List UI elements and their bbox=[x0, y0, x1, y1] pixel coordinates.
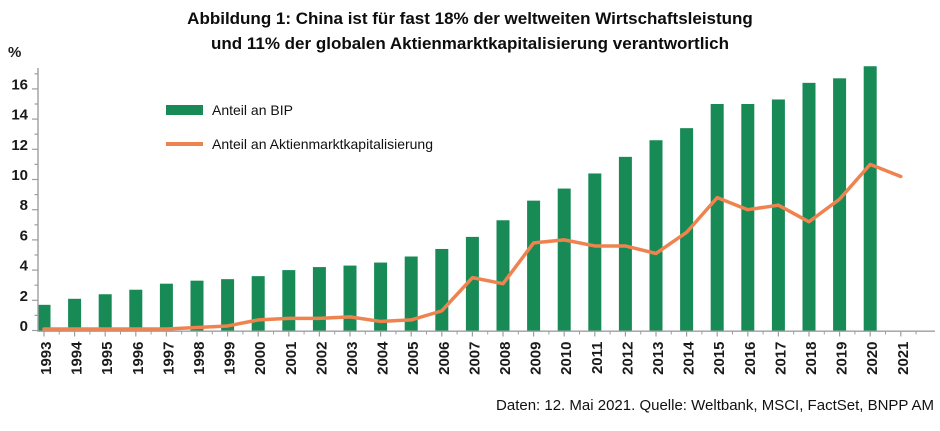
x-tick-label-2012: 2012 bbox=[619, 342, 636, 375]
x-tick-label-2020: 2020 bbox=[864, 342, 881, 375]
x-tick-label-1998: 1998 bbox=[191, 342, 208, 375]
bar-2012 bbox=[618, 156, 632, 331]
x-tick-label-2021: 2021 bbox=[895, 342, 912, 375]
chart-title-line-1: Abbildung 1: China ist für fast 18% der … bbox=[187, 9, 753, 28]
line-swatch-icon bbox=[166, 141, 203, 146]
chart-title-line-2: und 11% der globalen Aktienmarktkapitali… bbox=[210, 34, 729, 53]
bar-swatch-icon bbox=[166, 104, 203, 115]
bar-2008 bbox=[496, 220, 510, 331]
y-tick-label-4: 4 bbox=[20, 258, 29, 275]
x-tick-label-2010: 2010 bbox=[558, 342, 575, 375]
bar-2000 bbox=[251, 276, 265, 331]
bar-2006 bbox=[435, 248, 449, 331]
bar-2020 bbox=[863, 66, 877, 331]
bar-2007 bbox=[465, 236, 479, 331]
x-tick-label-2000: 2000 bbox=[252, 342, 269, 375]
bar-2005 bbox=[404, 256, 418, 331]
x-tick-label-2008: 2008 bbox=[497, 342, 514, 375]
x-tick-label-2013: 2013 bbox=[650, 342, 667, 375]
legend: Anteil an BIP Anteil an Aktienmarktkapit… bbox=[166, 101, 433, 152]
x-tick-label-2015: 2015 bbox=[711, 342, 728, 375]
bar-2003 bbox=[343, 265, 357, 331]
x-tick-label-1999: 1999 bbox=[222, 342, 239, 375]
bar-2009 bbox=[527, 200, 541, 331]
y-tick-label-0: 0 bbox=[20, 318, 28, 335]
aktienmarkt-line bbox=[42, 162, 903, 331]
y-tick-label-16: 16 bbox=[11, 76, 28, 93]
legend-item-aktien: Anteil an Aktienmarktkapitalisierung bbox=[166, 135, 433, 152]
bar-2001 bbox=[282, 270, 296, 331]
x-tick-label-2004: 2004 bbox=[375, 341, 392, 375]
x-tick-label-1994: 1994 bbox=[69, 341, 86, 375]
x-tick-label-2009: 2009 bbox=[528, 342, 545, 375]
x-tick-label-2011: 2011 bbox=[589, 342, 606, 375]
chart-title: Abbildung 1: China ist für fast 18% der … bbox=[0, 6, 940, 56]
x-tick-label-2017: 2017 bbox=[772, 342, 789, 375]
x-tick-label-2005: 2005 bbox=[405, 342, 422, 375]
y-axis-unit-label: % bbox=[8, 44, 22, 61]
x-tick-label-2007: 2007 bbox=[466, 342, 483, 375]
bar-2004 bbox=[374, 262, 388, 331]
x-tick-label-2003: 2003 bbox=[344, 342, 361, 375]
bar-1993 bbox=[37, 304, 51, 331]
x-tick-label-2014: 2014 bbox=[681, 341, 698, 375]
x-tick-label-1997: 1997 bbox=[160, 342, 177, 375]
bar-2014 bbox=[680, 128, 694, 331]
x-tick-label-1995: 1995 bbox=[99, 342, 116, 375]
bar-1998 bbox=[190, 280, 204, 331]
legend-label-aktien: Anteil an Aktienmarktkapitalisierung bbox=[212, 135, 434, 152]
x-tick-label-2019: 2019 bbox=[834, 342, 851, 375]
y-tick-label-10: 10 bbox=[11, 167, 28, 184]
x-tick-label-2016: 2016 bbox=[742, 342, 759, 375]
legend-item-bip: Anteil an BIP bbox=[166, 101, 433, 118]
bar-1999 bbox=[221, 279, 235, 331]
bar-2018 bbox=[802, 82, 816, 331]
x-tick-label-2006: 2006 bbox=[436, 342, 453, 375]
x-tick-label-2018: 2018 bbox=[803, 342, 820, 375]
bar-1996 bbox=[129, 289, 143, 331]
bar-1997 bbox=[159, 283, 173, 331]
legend-label-bip: Anteil an BIP bbox=[212, 101, 293, 118]
bar-2015 bbox=[710, 104, 724, 331]
source-note: Daten: 12. Mai 2021. Quelle: Weltbank, M… bbox=[496, 397, 934, 414]
bar-2016 bbox=[741, 104, 755, 331]
y-tick-label-2: 2 bbox=[20, 288, 28, 305]
y-tick-label-6: 6 bbox=[20, 227, 28, 244]
bar-2019 bbox=[833, 78, 847, 331]
x-tick-label-1993: 1993 bbox=[38, 342, 55, 375]
bar-1994 bbox=[68, 298, 82, 331]
bar-2017 bbox=[771, 99, 785, 331]
bar-2011 bbox=[588, 173, 602, 331]
y-tick-label-12: 12 bbox=[11, 137, 28, 154]
bar-2002 bbox=[312, 267, 326, 331]
y-tick-label-8: 8 bbox=[20, 197, 28, 214]
bar-1995 bbox=[98, 294, 112, 331]
y-tick-label-14: 14 bbox=[11, 107, 28, 124]
x-tick-label-2002: 2002 bbox=[313, 342, 330, 375]
x-tick-label-1996: 1996 bbox=[130, 342, 147, 375]
bar-2013 bbox=[649, 140, 663, 331]
bar-2010 bbox=[557, 188, 571, 331]
x-tick-label-2001: 2001 bbox=[283, 342, 300, 375]
